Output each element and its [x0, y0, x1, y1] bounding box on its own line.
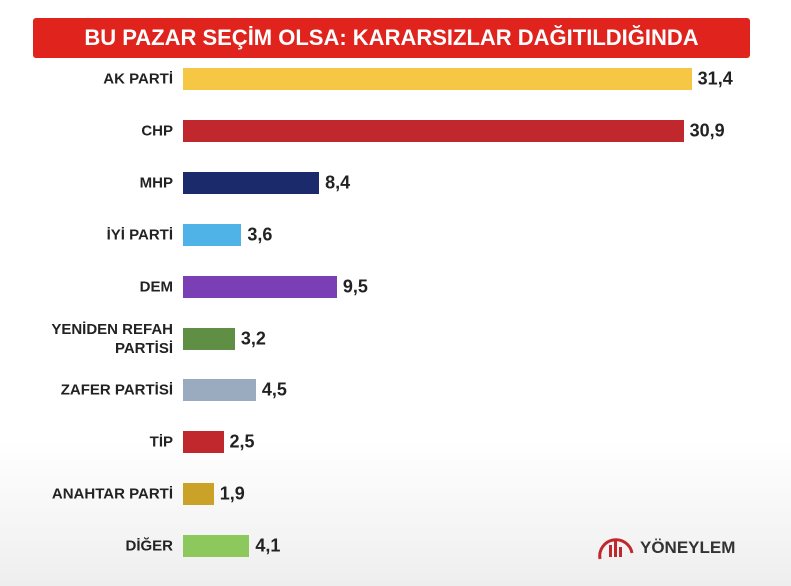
category-label: DİĞER [125, 537, 173, 555]
value-label: 2,5 [229, 431, 255, 452]
bar [183, 535, 250, 558]
category-label: TİP [149, 433, 173, 451]
category-label: İYİ PARTİ [106, 226, 173, 244]
bar [183, 275, 337, 298]
bar [183, 379, 256, 402]
category-label: CHP [141, 122, 173, 140]
category-label: ZAFER PARTİSİ [60, 381, 173, 399]
value-label: 8,4 [325, 172, 351, 193]
value-label: 31,4 [697, 68, 733, 89]
bar [183, 483, 214, 506]
bar [183, 171, 320, 194]
value-label: 1,9 [219, 483, 245, 504]
logo-icon [598, 538, 634, 560]
value-label: 9,5 [342, 276, 368, 297]
category-label: DEM [139, 278, 173, 296]
category-label: YENİDEN REFAH PARTİSİ [51, 320, 173, 357]
value-label: 3,6 [247, 224, 273, 245]
bar [183, 431, 224, 454]
logo: YÖNEYLEM [596, 533, 735, 563]
logo-text: YÖNEYLEM [640, 538, 736, 557]
value-label: 3,2 [240, 328, 266, 348]
chart-title: BU PAZAR SEÇİM OLSA: KARARSIZLAR DAĞITIL… [33, 18, 750, 58]
category-label: AK PARTİ [103, 70, 173, 88]
bar [183, 119, 684, 142]
bar [183, 223, 242, 246]
value-label: 4,1 [255, 535, 281, 556]
bar [183, 327, 235, 350]
value-label: 30,9 [689, 120, 725, 141]
category-label: ANAHTAR PARTİ [51, 485, 173, 503]
value-label: 4,5 [261, 379, 287, 400]
bar [183, 68, 692, 90]
category-label: MHP [139, 174, 173, 192]
